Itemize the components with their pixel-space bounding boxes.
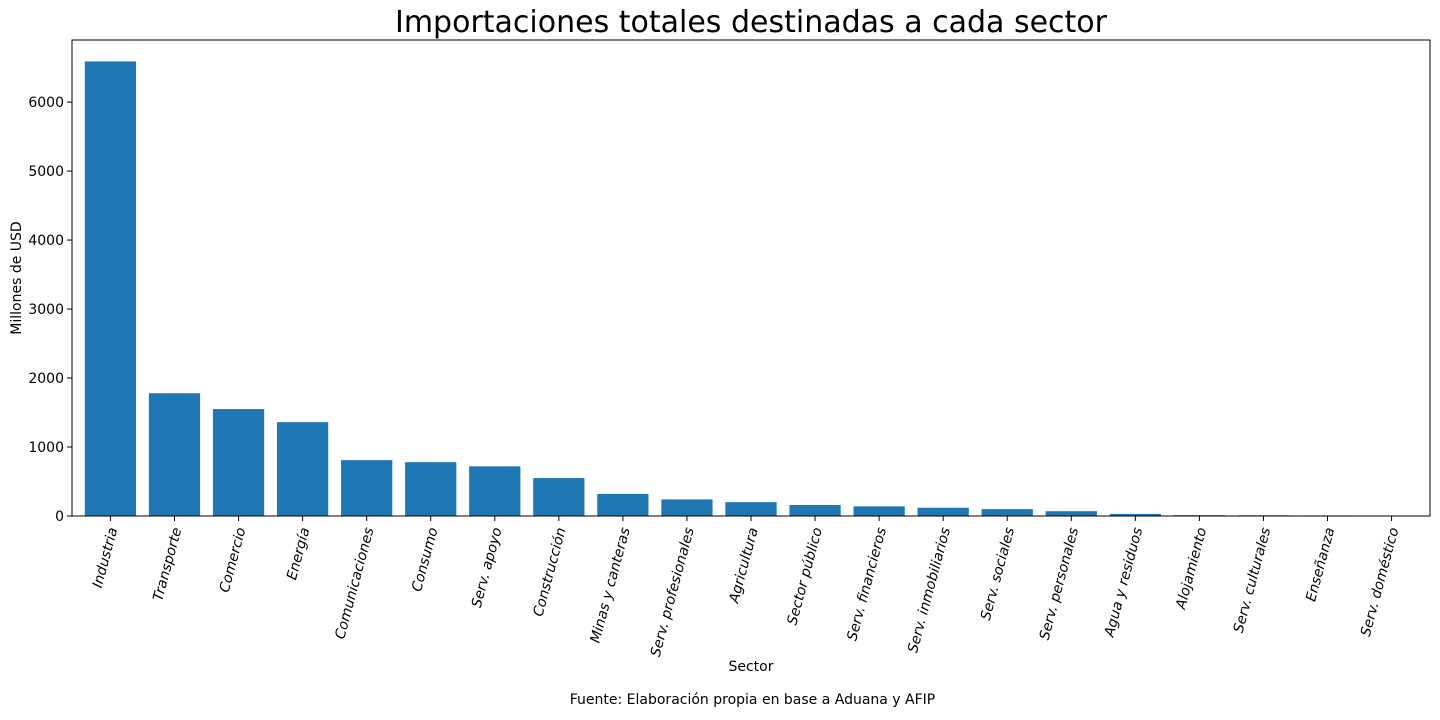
x-tick-label: Sector público xyxy=(785,526,826,627)
x-axis-label: Sector xyxy=(728,659,774,675)
x-tick-label: Serv. financieros xyxy=(844,526,890,643)
bar xyxy=(725,502,777,516)
x-tick-label: Comunicaciones xyxy=(332,526,377,641)
y-tick-label: 3000 xyxy=(28,302,64,318)
x-tick-label: Serv. sociales xyxy=(978,526,1018,622)
x-tick-label: Serv. personales xyxy=(1037,526,1082,642)
x-tick-label: Serv. culturales xyxy=(1231,526,1274,635)
y-axis-label: Millones de USD xyxy=(9,221,25,335)
y-tick-label: 0 xyxy=(55,509,64,525)
bar xyxy=(853,506,905,516)
bar xyxy=(597,493,649,516)
x-tick-label: Construcción xyxy=(531,526,570,618)
x-tick-label: Comercio xyxy=(217,526,250,594)
x-tick-label: Serv. doméstico xyxy=(1358,526,1402,638)
y-tick-label: 2000 xyxy=(28,371,64,387)
bar xyxy=(405,462,457,516)
bar xyxy=(1109,513,1161,516)
plot-frame xyxy=(71,39,1431,517)
y-tick-label: 6000 xyxy=(28,95,64,111)
x-tick-label: Minas y canteras xyxy=(588,526,634,645)
bar xyxy=(917,507,969,516)
y-tick-label: 4000 xyxy=(28,233,64,249)
chart-title: Importaciones totales destinadas a cada … xyxy=(394,5,1107,40)
x-tick-label: Energía xyxy=(284,526,313,582)
bar xyxy=(276,422,329,516)
y-tick-label: 5000 xyxy=(28,164,64,180)
x-tick-label: Agua y residuos xyxy=(1101,526,1146,640)
x-tick-label: Enseñanza xyxy=(1303,526,1338,603)
x-tick-label: Transporte xyxy=(150,526,185,603)
bar xyxy=(212,409,265,516)
x-tick-label: Serv. apoyo xyxy=(469,526,506,610)
bar xyxy=(84,61,137,516)
x-tick-label: Alojamiento xyxy=(1173,526,1210,612)
x-tick-label: Industria xyxy=(90,526,121,590)
x-tick-label: Agricultura xyxy=(726,526,762,606)
x-tick-label: Serv. inmobiliarios xyxy=(905,526,954,655)
bar xyxy=(533,478,585,516)
bar xyxy=(1045,511,1097,516)
y-tick-label: 1000 xyxy=(28,440,64,456)
source-caption: Fuente: Elaboración propia en base a Adu… xyxy=(569,692,936,708)
bar xyxy=(789,504,841,516)
bar xyxy=(341,460,393,516)
x-tick-label: Serv. profesionales xyxy=(648,526,698,659)
bar xyxy=(981,509,1033,516)
x-tick-label: Consumo xyxy=(409,526,441,593)
bar xyxy=(148,393,201,516)
bar xyxy=(469,466,521,516)
bar xyxy=(661,499,713,516)
